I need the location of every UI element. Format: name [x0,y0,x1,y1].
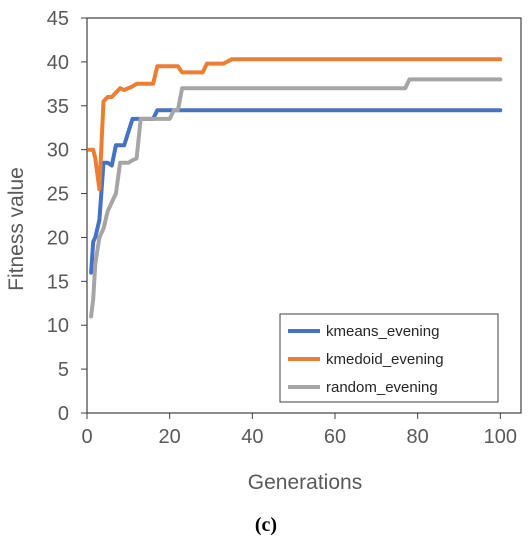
figure-caption: (c) [255,514,277,536]
x-axis-ticks: 0 20 40 60 80 100 [81,413,517,448]
series-line-random-evening [89,77,503,319]
legend: kmeans_evening kmedoid_evening random_even… [279,313,499,403]
x-tick-label: 20 [159,426,181,448]
legend-label: kmeans_evening [326,323,439,340]
series-line-kmeans-evening [89,108,503,275]
x-axis-title: Generations [248,471,362,494]
x-tick-label: 0 [81,426,92,448]
y-tick-label: 10 [47,315,69,337]
x-tick-label: 80 [407,426,429,448]
y-tick-label: 45 [47,8,69,30]
x-tick-label: 40 [241,426,263,448]
y-tick-label: 5 [58,359,69,381]
y-tick-label: 35 [47,96,69,118]
legend-label: kmedoid_evening [326,351,444,368]
y-tick-label: 25 [47,184,69,206]
series-line-kmedoid-evening [87,57,503,192]
x-tick-label: 60 [324,426,346,448]
y-tick-label: 20 [47,227,69,249]
y-tick-label: 30 [47,140,69,162]
plot-area-frame [86,17,522,414]
series-lines [87,57,503,319]
y-tick-label: 40 [47,52,69,74]
x-tick-label: 100 [484,426,517,448]
y-tick-label: 0 [58,403,69,425]
y-tick-label: 15 [47,271,69,293]
y-axis-title: Fitness value [5,167,28,291]
legend-label: random_evening [326,379,438,396]
y-axis-ticks: 0 5 10 15 20 25 30 35 40 45 [47,8,87,425]
